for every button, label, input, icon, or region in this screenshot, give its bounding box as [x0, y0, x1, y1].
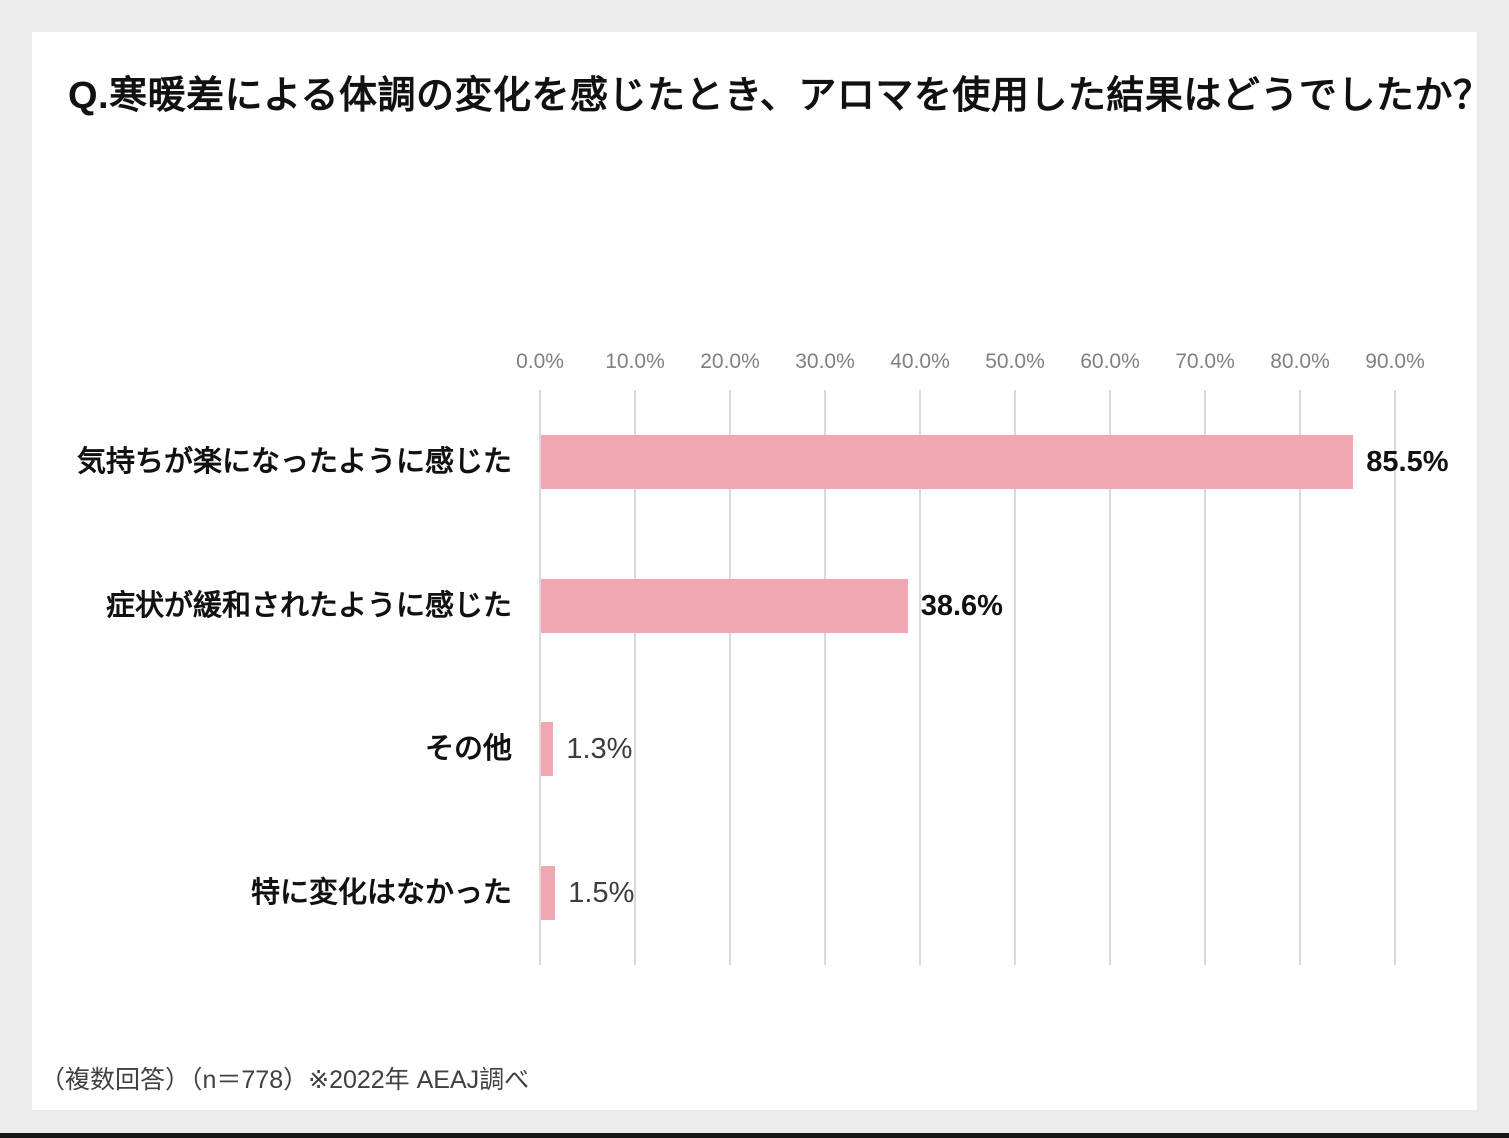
x-axis-tick: 40.0%	[890, 350, 950, 373]
x-axis-tick: 60.0%	[1080, 350, 1140, 373]
bottom-strip	[0, 1133, 1509, 1138]
value-label: 85.5%	[1366, 445, 1449, 478]
data-bar	[541, 866, 556, 921]
gridline-30.0%	[824, 390, 826, 965]
value-label: 1.5%	[568, 877, 635, 910]
value-label: 38.6%	[920, 589, 1003, 622]
gridline-0.0%	[539, 390, 541, 965]
x-axis-tick: 10.0%	[605, 350, 665, 373]
gridline-40.0%	[919, 390, 921, 965]
gridline-10.0%	[634, 390, 636, 965]
gridline-90.0%	[1394, 390, 1396, 965]
gridline-60.0%	[1109, 390, 1111, 965]
value-label: 1.3%	[566, 733, 633, 766]
chart-title: Q.寒暖差による体調の変化を感じたとき、アロマを使用した結果はどうでしたか？	[68, 75, 1492, 117]
x-axis-tick: 70.0%	[1175, 350, 1235, 373]
category-label: 特に変化はなかった	[250, 877, 512, 910]
data-bar	[541, 434, 1354, 489]
x-axis-tick: 80.0%	[1270, 350, 1330, 373]
category-label: その他	[424, 733, 512, 766]
gridline-70.0%	[1204, 390, 1206, 965]
x-axis-tick: 90.0%	[1365, 350, 1425, 373]
bar-chart: 0.0% 10.0% 20.0% 30.0% 40.0% 50.0% 60.0% 70.0% 8…	[77, 350, 1460, 965]
category-label: 症状が緩和されたように感じた	[105, 589, 512, 622]
data-bar	[541, 722, 554, 777]
gridline-80.0%	[1299, 390, 1301, 965]
x-axis-tick: 30.0%	[795, 350, 855, 373]
x-axis-tick: 0.0%	[516, 350, 564, 373]
survey-footnote: （複数回答）（n＝778）※2022年 AEAJ調べ	[40, 1066, 530, 1094]
x-axis-tick: 20.0%	[700, 350, 760, 373]
chart-panel: Q.寒暖差による体調の変化を感じたとき、アロマを使用した結果はどうでしたか？ 0…	[32, 32, 1492, 1110]
gridline-20.0%	[729, 390, 731, 965]
gridline-50.0%	[1014, 390, 1016, 965]
x-axis-tick: 50.0%	[985, 350, 1045, 373]
category-label: 気持ちが楽になったように感じた	[76, 445, 512, 478]
data-bar	[541, 578, 908, 633]
